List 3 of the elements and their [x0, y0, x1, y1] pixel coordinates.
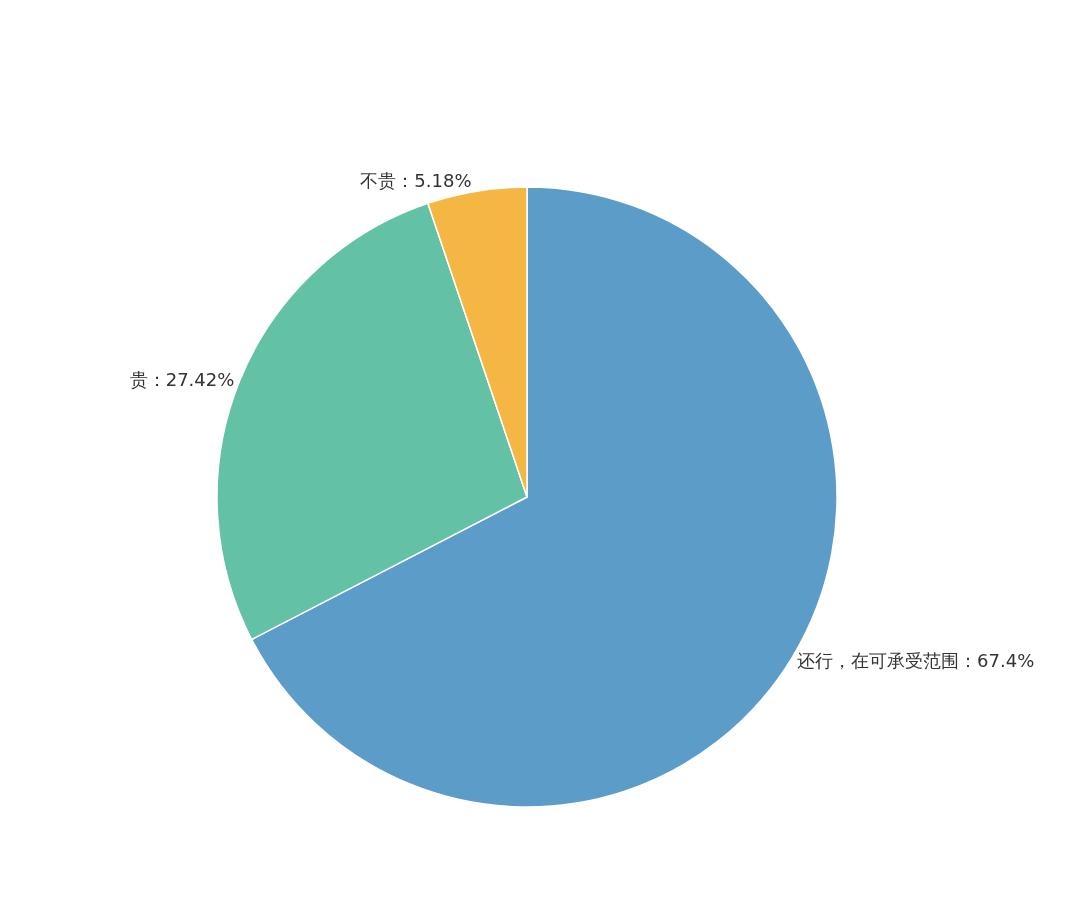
slice-label: 不贵：5.18% — [360, 170, 472, 192]
slice-label: 还行，在可承受范围：67.4% — [797, 650, 1035, 672]
slice-label: 贵：27.42% — [129, 368, 235, 390]
